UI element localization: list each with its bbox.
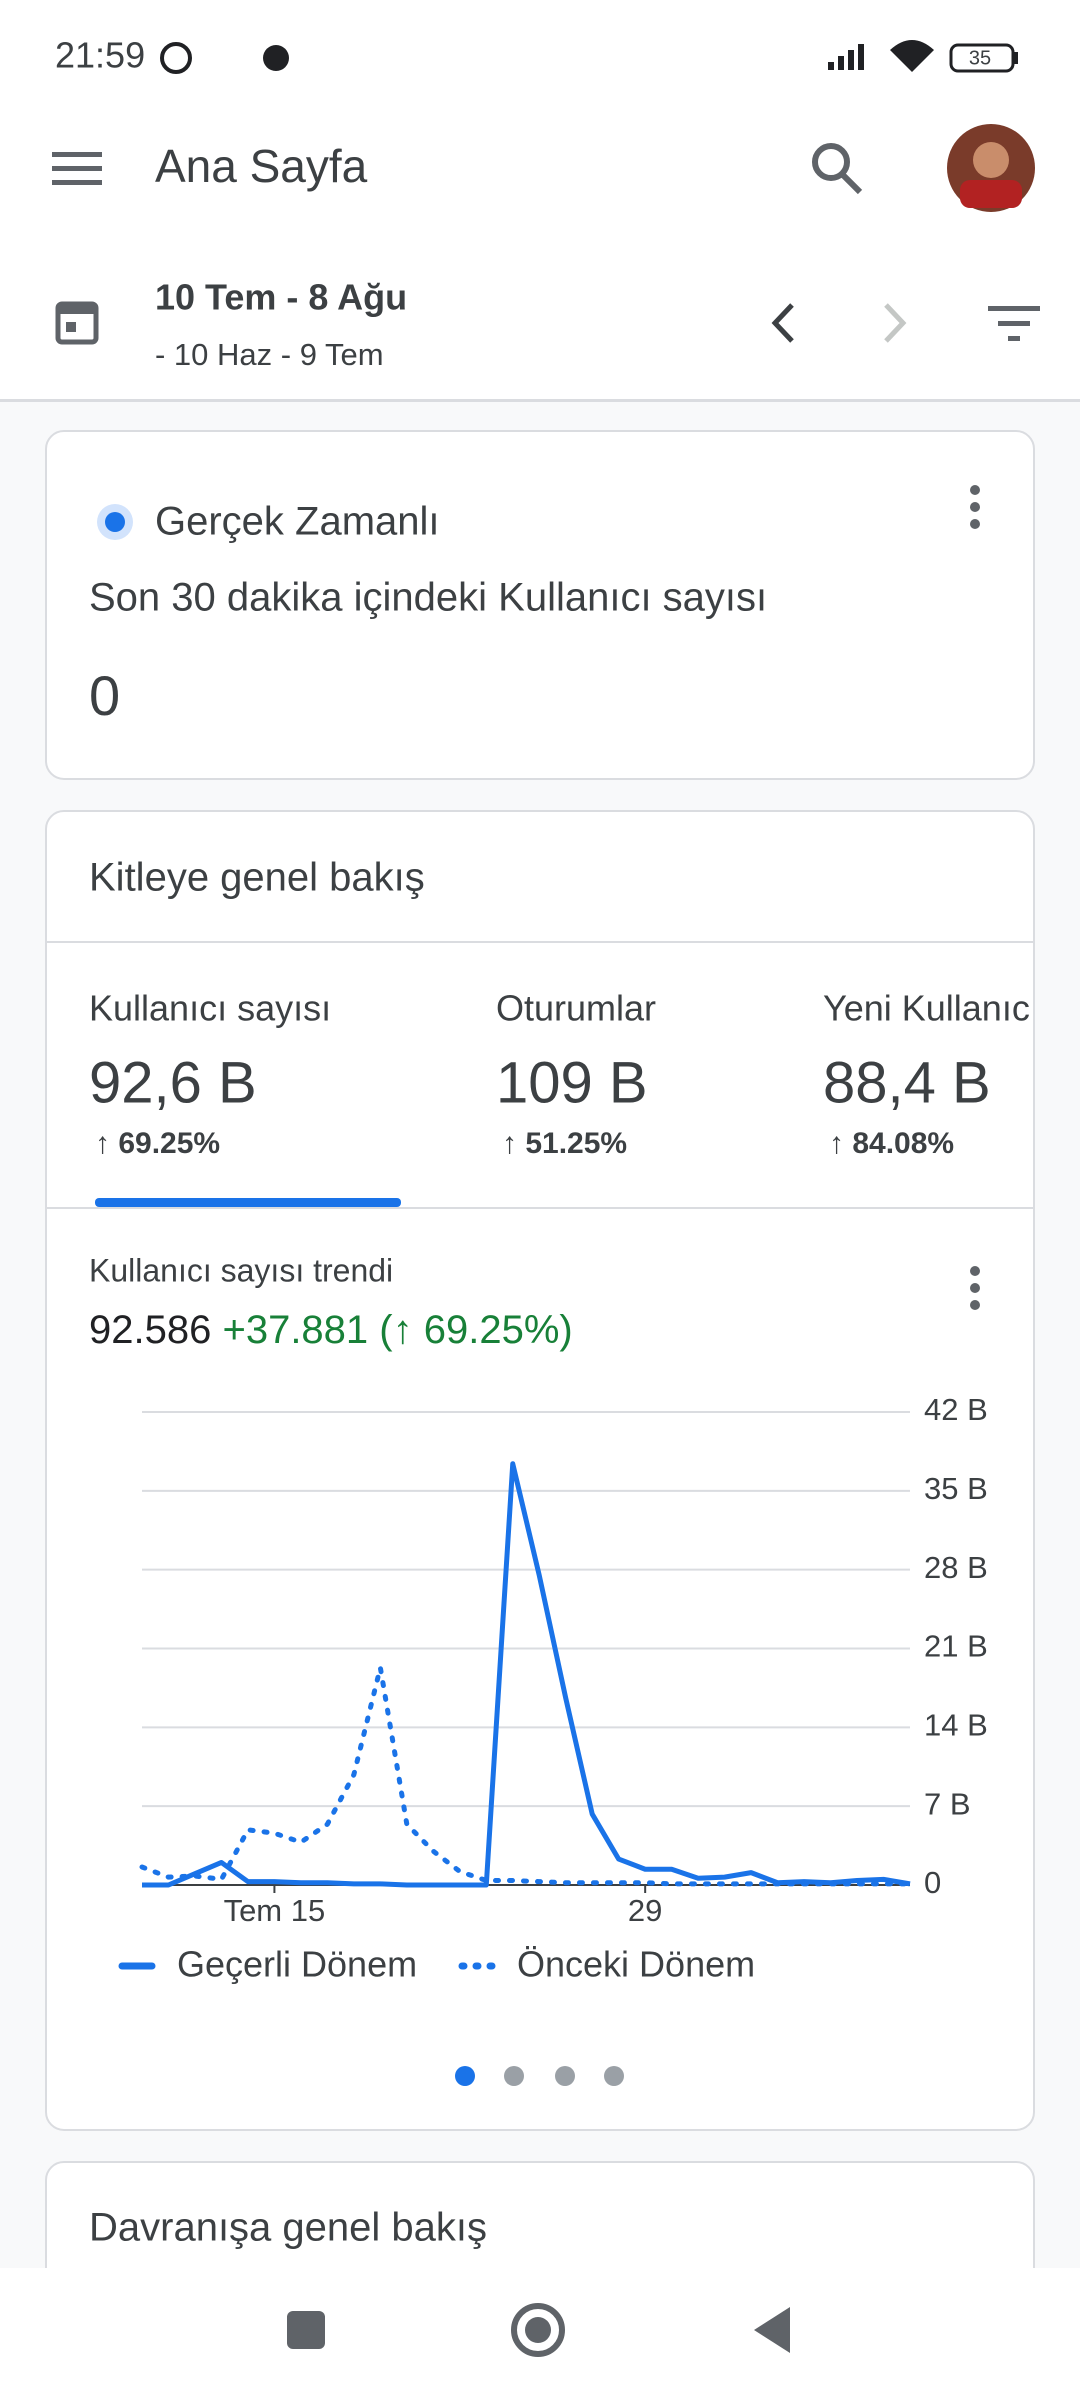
next-range[interactable] — [884, 303, 907, 343]
realtime-title: Gerçek Zamanlı — [155, 500, 440, 544]
y-tick-label: 0 — [924, 1865, 941, 1900]
prev-range[interactable] — [771, 303, 794, 343]
series-line — [142, 1461, 911, 1888]
y-tick-label: 14 B — [924, 1708, 988, 1743]
series-line — [139, 1665, 913, 1887]
metric-label: Kullanıcı sayısı — [89, 988, 331, 1029]
legend-label: Geçerli Dönem — [177, 1944, 417, 1985]
metric-tab[interactable]: Kullanıcı sayısı 92,6 B ↑ 69.25% — [89, 988, 331, 1160]
status-icons — [160, 40, 1018, 74]
divider — [0, 399, 1080, 402]
x-tick-label: 29 — [628, 1893, 662, 1928]
divider — [46, 941, 1034, 943]
y-tick-label: 42 B — [924, 1392, 988, 1427]
app-title: Ana Sayfa — [155, 140, 368, 192]
metric-value: 92,6 B — [89, 1050, 257, 1115]
filter-button[interactable] — [988, 306, 1040, 341]
metric-change: ↑ 51.25% — [502, 1127, 627, 1160]
selected-tab-indicator — [95, 1198, 401, 1207]
y-tick-label: 21 B — [924, 1629, 988, 1664]
pager-dot[interactable] — [604, 2066, 624, 2086]
metric-change: ↑ 84.08% — [829, 1127, 954, 1160]
legend-label: Önceki Dönem — [517, 1944, 755, 1985]
realtime-card[interactable] — [45, 430, 1035, 780]
date-current: 10 Tem - 8 Ağu — [155, 277, 407, 318]
behavior-title: Davranışa genel bakış — [89, 2206, 487, 2250]
metric-value: 88,4 B — [823, 1050, 991, 1115]
top-background — [0, 0, 1080, 400]
metric-change: ↑ 69.25% — [95, 1127, 220, 1160]
trend-summary: 92.586 +37.881 (↑ 69.25%) — [89, 1308, 573, 1352]
x-tick-label: Tem 15 — [224, 1893, 326, 1928]
metric-tabs: Kullanıcı sayısı 92,6 B ↑ 69.25% Oturuml… — [89, 988, 1030, 1160]
metric-tab[interactable]: Oturumlar 109 B ↑ 51.25% — [496, 988, 656, 1160]
avatar[interactable] — [947, 124, 1035, 212]
pager-dot[interactable] — [504, 2066, 524, 2086]
trend-title: Kullanıcı sayısı trendi — [89, 1252, 393, 1288]
audience-title: Kitleye genel bakış — [89, 856, 425, 900]
live-dot — [105, 512, 125, 532]
realtime-value: 0 — [89, 664, 120, 727]
y-tick-label: 28 B — [924, 1550, 988, 1585]
search-button[interactable] — [812, 143, 863, 195]
pager-dot[interactable] — [555, 2066, 575, 2086]
battery-level: 35 — [969, 47, 991, 69]
trend-change: +37.881 (↑ 69.25%) — [222, 1308, 572, 1352]
pager-dot[interactable] — [455, 2066, 475, 2086]
pager — [455, 2066, 624, 2086]
calendar-icon[interactable] — [55, 301, 99, 345]
metric-value: 109 B — [496, 1050, 648, 1115]
nav-recents[interactable] — [287, 2311, 325, 2349]
status-time: 21:59 — [55, 35, 145, 76]
metric-tab[interactable]: Yeni Kullanıc 88,4 B ↑ 84.08% — [823, 988, 1030, 1160]
date-previous: - 10 Haz - 9 Tem — [155, 337, 384, 372]
realtime-subtitle: Son 30 dakika içindeki Kullanıcı sayısı — [89, 576, 767, 620]
divider — [46, 1207, 1034, 1209]
menu-button[interactable] — [52, 152, 102, 185]
chart-menu[interactable] — [970, 1266, 980, 1310]
y-tick-label: 7 B — [924, 1786, 971, 1821]
y-tick-label: 35 B — [924, 1471, 988, 1506]
nav-back[interactable] — [754, 2307, 790, 2353]
metric-label: Oturumlar — [496, 988, 656, 1029]
chart: 0 7 B 14 B 21 B 28 B 35 B 42 B Tem 15 29 Geçerli … — [118, 1392, 988, 1985]
nav-home[interactable] — [511, 2303, 565, 2357]
card-menu[interactable] — [970, 485, 980, 529]
audience-card — [45, 810, 1035, 2131]
trend-total: 92.586 — [89, 1308, 211, 1352]
metric-label: Yeni Kullanıc — [823, 988, 1030, 1029]
